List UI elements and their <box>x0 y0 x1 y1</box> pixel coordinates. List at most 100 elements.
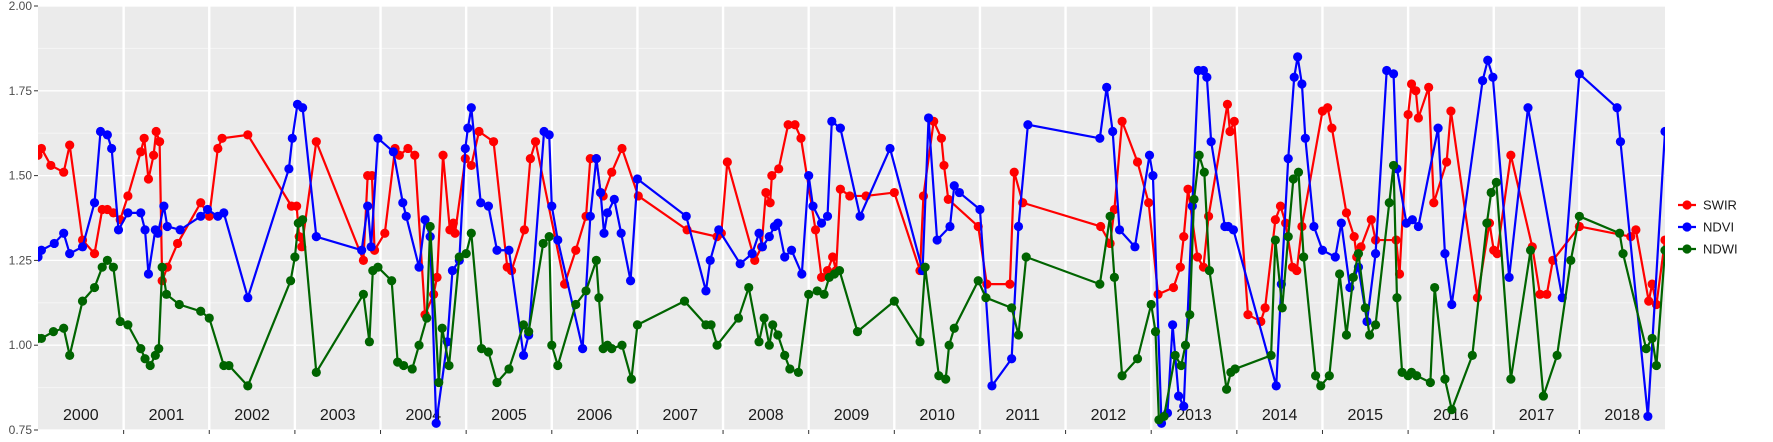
data-point-ndwi <box>161 289 172 299</box>
data-point-ndwi <box>476 343 487 354</box>
data-point-swir <box>1179 232 1189 242</box>
y-tick-label: 0.75 <box>9 423 33 437</box>
data-point-ndvi <box>1095 133 1105 143</box>
data-point-ndvi <box>401 211 411 221</box>
data-point-ndwi <box>145 360 155 371</box>
data-point-swir <box>1647 279 1657 289</box>
data-point-ndwi <box>1277 303 1287 313</box>
data-point-ndvi <box>153 228 163 238</box>
data-point-ndwi <box>1486 187 1496 198</box>
data-point-ndwi <box>819 289 829 299</box>
data-point-ndvi <box>1206 137 1216 147</box>
data-point-ndvi <box>492 245 502 255</box>
data-point-ndwi <box>243 381 253 391</box>
data-point-ndvi <box>363 201 373 211</box>
data-point-ndvi <box>1413 221 1423 232</box>
data-point-ndwi <box>224 360 234 371</box>
data-point-swir <box>889 187 899 198</box>
data-point-ndvi <box>298 103 308 113</box>
data-point-ndwi <box>1324 371 1334 381</box>
data-point-ndwi <box>626 374 637 384</box>
data-point-ndvi <box>466 103 476 113</box>
year-label: 2011 <box>1006 407 1041 424</box>
data-point-ndvi <box>1300 133 1310 143</box>
data-point-ndwi <box>1341 330 1352 340</box>
data-point-swir <box>367 171 377 181</box>
data-point-ndvi <box>632 174 643 184</box>
data-point-swir <box>474 126 484 137</box>
data-point-ndvi <box>855 211 865 221</box>
series-swir <box>38 79 1665 327</box>
data-point-ndwi <box>768 320 778 330</box>
data-point-ndwi <box>504 364 514 374</box>
year-label: 2005 <box>491 407 527 424</box>
data-point-swir <box>1225 126 1235 137</box>
data-point-ndvi <box>786 245 797 255</box>
data-point-swir <box>149 150 159 160</box>
data-point-ndvi <box>780 252 790 262</box>
data-point-ndvi <box>95 126 106 137</box>
data-point-swir <box>1644 296 1654 306</box>
data-point-ndvi <box>311 232 321 242</box>
data-point-ndvi <box>59 228 69 238</box>
data-point-ndvi <box>932 235 942 245</box>
series-layer <box>38 52 1665 428</box>
data-point-ndwi <box>547 340 557 350</box>
data-point-swir <box>790 120 800 130</box>
data-point-swir <box>1243 310 1253 320</box>
data-point-ndvi <box>1574 69 1584 79</box>
data-point-ndwi <box>1370 320 1381 330</box>
data-point-ndwi <box>944 340 954 350</box>
data-point-ndvi <box>954 187 965 198</box>
data-point-ndwi <box>920 262 930 272</box>
data-point-ndwi <box>941 374 951 384</box>
data-point-ndwi <box>981 293 991 303</box>
data-point-ndwi <box>115 316 125 327</box>
data-point-ndwi <box>1525 245 1536 255</box>
data-point-swir <box>410 150 420 160</box>
data-point-swir <box>571 245 581 255</box>
data-point-ndvi <box>808 201 818 211</box>
data-point-ndwi <box>387 276 397 286</box>
data-point-ndwi <box>1176 360 1186 371</box>
data-point-ndwi <box>544 232 554 242</box>
year-label: 2015 <box>1347 407 1383 424</box>
data-point-ndwi <box>444 360 454 371</box>
data-point-ndwi <box>414 340 424 350</box>
legend-key-point <box>1682 244 1692 254</box>
data-point-ndvi <box>547 201 557 211</box>
data-point-ndwi <box>1146 299 1156 310</box>
data-point-swir <box>89 249 100 259</box>
data-point-ndvi <box>388 147 398 157</box>
data-point-swir <box>139 133 149 143</box>
data-point-swir <box>1132 157 1143 167</box>
data-point-ndwi <box>196 306 206 316</box>
data-point-ndwi <box>373 262 383 272</box>
data-point-swir <box>943 194 953 204</box>
data-point-swir <box>1406 79 1417 89</box>
y-tick-label: 1.25 <box>9 253 33 267</box>
data-point-ndwi <box>286 276 296 286</box>
data-point-ndvi <box>1523 103 1533 113</box>
data-point-swir <box>1323 103 1333 113</box>
data-point-ndvi <box>591 154 601 164</box>
data-point-ndwi <box>136 343 146 354</box>
data-point-ndvi <box>1612 103 1622 113</box>
data-point-ndwi <box>632 320 643 330</box>
data-point-ndwi <box>290 252 300 262</box>
data-point-ndwi <box>1360 303 1370 313</box>
data-point-swir <box>617 143 627 154</box>
data-point-ndwi <box>706 320 716 330</box>
data-point-ndwi <box>97 262 107 272</box>
data-point-ndwi <box>759 313 769 323</box>
y-axis: 0.75 1.00 1.25 1.50 1.75 2.00 <box>9 0 38 437</box>
data-point-swir <box>311 137 321 147</box>
data-point-ndwi <box>553 360 563 371</box>
data-point-swir <box>525 154 535 164</box>
data-point-ndwi <box>785 364 795 374</box>
legend-label: NDWI <box>1703 242 1738 257</box>
legend-item-ndwi: NDWI <box>1678 242 1738 257</box>
data-point-ndwi <box>407 364 417 374</box>
data-point-ndvi <box>65 249 75 259</box>
data-point-ndwi <box>591 255 601 265</box>
